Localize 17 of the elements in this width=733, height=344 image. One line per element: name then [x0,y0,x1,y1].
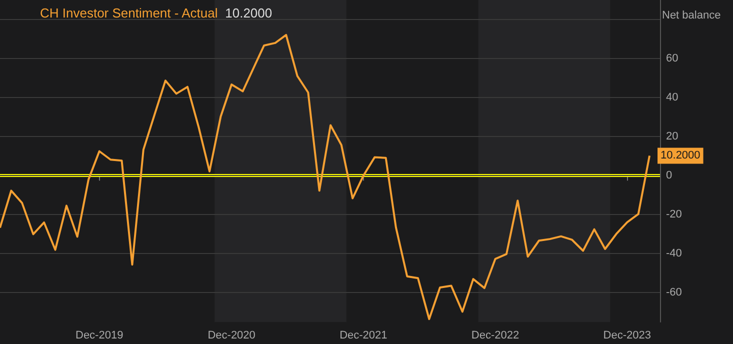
text: CH Investor Sentiment - Actual [40,6,218,20]
data-label: 10.2000 [660,150,700,162]
x-tick-label: Dec-2021 [340,330,388,342]
y-tick-label: -40 [666,248,682,260]
y-tick-label: -20 [666,208,682,221]
x-tick-label: Dec-2023 [603,330,651,342]
y-tick-label: -60 [666,286,682,299]
y-axis-title: Net balance [662,10,721,22]
x-tick-label: Dec-2020 [208,330,256,342]
annotation: 10.2000 [225,6,272,20]
line-series [0,34,651,320]
y-tick-label: 0 [666,170,672,182]
x-tick-label: Dec-2019 [75,330,124,342]
x-tick-label: Dec-2022 [471,330,520,342]
y-tick-label: 60 [666,52,678,65]
y-tick-label: 40 [666,92,678,104]
y-tick-label: 20 [666,130,678,143]
